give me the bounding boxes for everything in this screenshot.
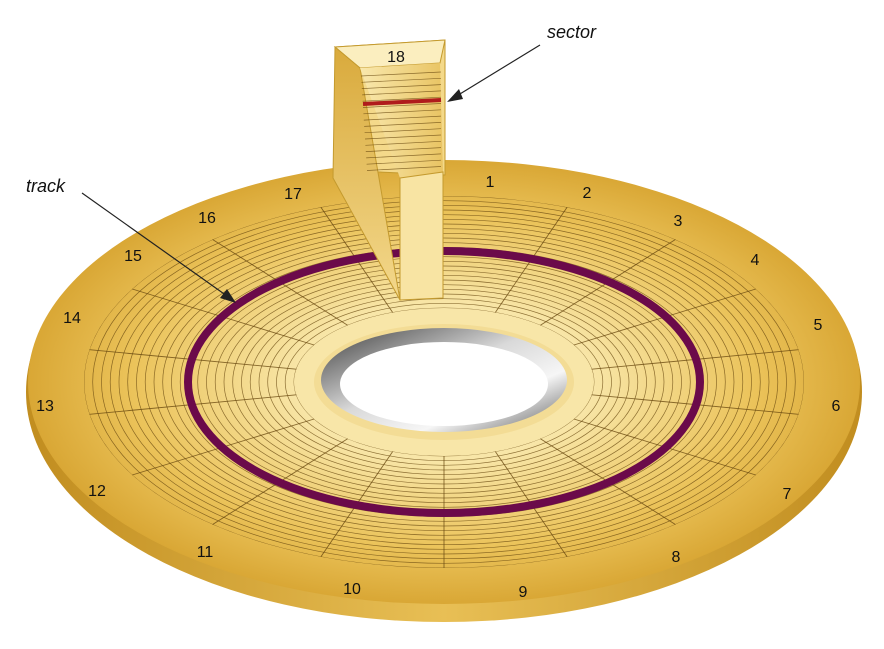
wedge-track-line xyxy=(366,153,442,159)
sector-number-15: 15 xyxy=(124,248,142,265)
sector-number-14: 14 xyxy=(63,310,81,327)
wedge-track-line xyxy=(362,90,442,96)
sector-callout-label: sector xyxy=(547,22,597,42)
wedge-track-line xyxy=(361,84,442,89)
wedge-track-line xyxy=(364,134,442,140)
sector-number-4: 4 xyxy=(751,252,760,269)
wedge-track-line xyxy=(363,115,442,121)
sector-number-8: 8 xyxy=(672,549,681,566)
wedge-lower-face xyxy=(399,171,444,301)
sector-number-11: 11 xyxy=(197,544,214,561)
wedge-track-line xyxy=(362,103,442,108)
sector-number-12: 12 xyxy=(88,483,106,500)
wedge-track-line xyxy=(366,166,442,171)
sector-arrow-line xyxy=(454,44,541,98)
sector-number-5: 5 xyxy=(814,317,823,334)
sector-callout: sector xyxy=(447,22,597,102)
wedge-track-line xyxy=(363,109,442,115)
sector-number-10: 10 xyxy=(343,581,361,598)
sector-number-13: 13 xyxy=(36,398,54,415)
wedge-track-line xyxy=(364,128,442,134)
spindle-hole xyxy=(340,342,548,426)
sector-arrowhead xyxy=(447,89,463,102)
highlighted-track xyxy=(184,247,704,517)
wedge-track-line xyxy=(362,96,442,102)
sector-number-16: 16 xyxy=(198,210,216,227)
track-callout-label: track xyxy=(26,176,66,196)
lifted-sector-wedge: 18 xyxy=(332,39,446,301)
sector-number-7: 7 xyxy=(783,486,792,503)
wedge-track-line xyxy=(366,159,442,165)
highlighted-sector xyxy=(362,98,442,106)
sector-number-1: 1 xyxy=(486,174,495,191)
sector-number-3: 3 xyxy=(674,213,683,230)
track-arrow-line xyxy=(81,192,228,297)
track-arrowhead xyxy=(220,289,236,303)
sector-number-9: 9 xyxy=(519,584,528,601)
wedge-track-line xyxy=(365,140,442,146)
sector-number-6: 6 xyxy=(832,398,841,415)
wedge-sector-number: 18 xyxy=(387,49,405,66)
wedge-track-line xyxy=(360,71,442,77)
sector-number-2: 2 xyxy=(583,185,592,202)
track-callout: track xyxy=(26,176,236,303)
wedge-track-lines xyxy=(360,71,442,171)
wedge-track-line xyxy=(364,122,442,127)
sector-number-17: 17 xyxy=(284,186,302,203)
wedge-track-line xyxy=(365,147,442,152)
wedge-track-line xyxy=(361,77,442,83)
